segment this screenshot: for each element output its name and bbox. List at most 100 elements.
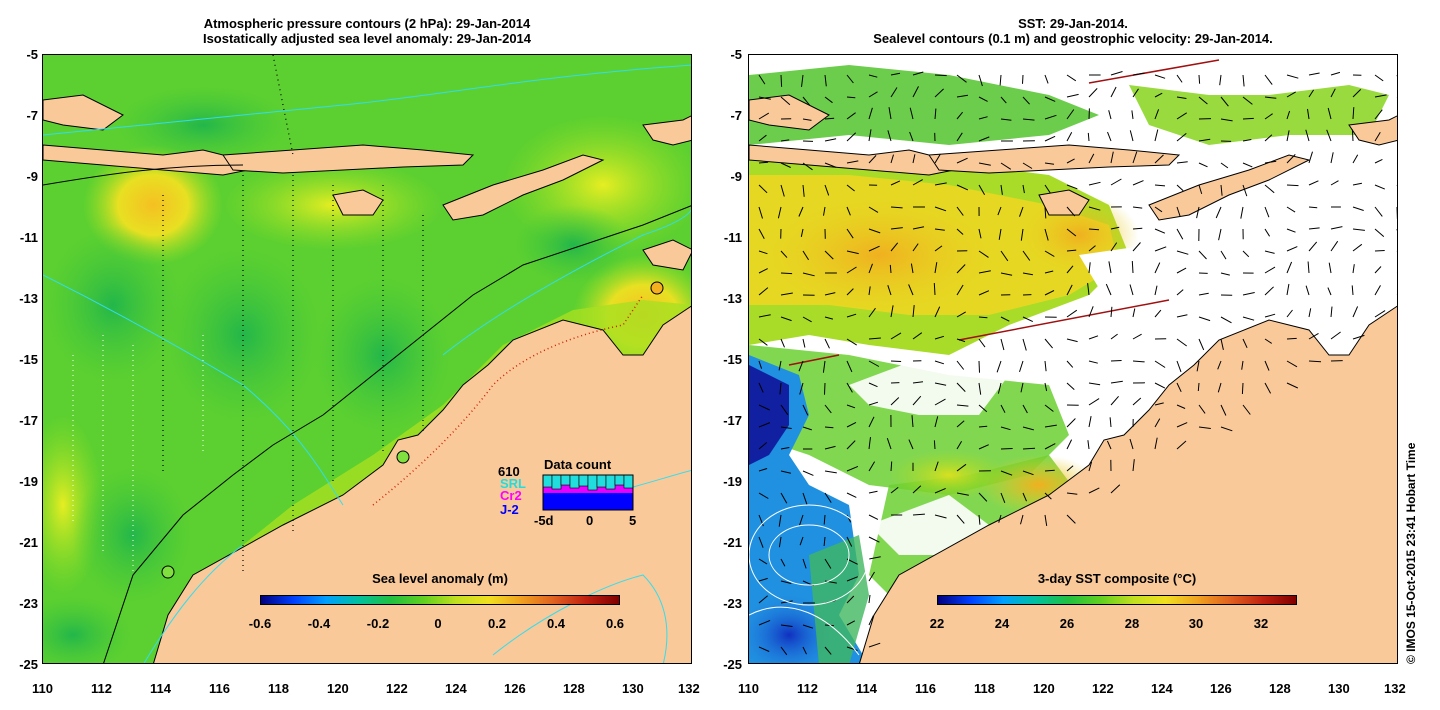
velocity-arrow [1066,514,1076,524]
velocity-arrow [1352,243,1363,252]
velocity-arrow [1240,206,1244,219]
velocity-arrow [887,130,892,142]
velocity-arrow [846,288,854,296]
velocity-arrow [846,646,858,651]
right-xtick: 114 [856,681,877,696]
velocity-arrow [1264,134,1273,142]
velocity-arrow [1264,382,1272,394]
velocity-arrow [799,382,804,395]
velocity-arrow [1019,360,1024,373]
velocity-arrow [824,117,835,120]
velocity-arrow [912,226,925,230]
velocity-arrow [978,290,990,296]
velocity-arrow [1044,162,1055,165]
velocity-arrow [1176,422,1188,428]
velocity-arrow [956,492,969,496]
velocity-arrow [1396,118,1397,119]
velocity-arrow [978,162,991,166]
velocity-arrow [780,470,792,474]
velocity-arrow [1286,154,1296,164]
velocity-arrow [799,536,804,546]
velocity-arrow [1176,74,1183,83]
velocity-arrow [780,250,788,258]
velocity-arrow [999,74,1002,86]
velocity-arrow [1044,469,1055,472]
velocity-arrow [890,487,899,494]
velocity-arrow [908,284,914,296]
velocity-arrow [1286,309,1293,318]
velocity-arrow [890,72,901,76]
velocity-arrow [890,87,898,98]
velocity-arrow [1129,438,1134,450]
velocity-arrow [1242,292,1255,296]
velocity-arrow [890,305,894,318]
velocity-arrow [1110,484,1121,494]
velocity-arrow [889,264,892,274]
velocity-arrow [1022,162,1033,169]
velocity-arrow [1264,113,1273,120]
right-xtick: 128 [1269,681,1291,696]
velocity-arrow [1044,443,1056,450]
velocity-arrow [1374,228,1385,237]
velocity-arrow [1131,110,1134,120]
velocity-arrow [1264,360,1270,371]
velocity-arrow [1396,75,1397,77]
velocity-arrow [824,138,837,142]
velocity-arrow [1396,229,1397,232]
velocity-arrow [997,206,1002,216]
velocity-arrow [868,642,881,648]
velocity-arrow [802,338,806,348]
velocity-arrow [1308,72,1320,76]
velocity-arrow [1198,338,1205,351]
left-cbar-tick-4: 0 [434,616,442,631]
velocity-arrow [886,437,892,450]
velocity-arrow [1154,402,1164,406]
data-count-inset [542,474,634,511]
velocity-arrow [1154,437,1158,450]
right-ytick: -25 [723,657,742,672]
velocity-arrow [978,96,988,102]
velocity-arrow [1088,245,1096,252]
velocity-arrow [1308,360,1322,363]
velocity-arrow [1066,265,1074,274]
velocity-arrow [1242,74,1245,87]
velocity-arrow [1000,404,1006,413]
velocity-arrow [1110,380,1123,384]
velocity-arrow [934,245,943,252]
velocity-arrow [1044,74,1049,84]
velocity-arrow [1307,261,1310,274]
velocity-arrow [934,74,947,77]
velocity-arrow [998,228,1002,240]
velocity-arrow [1396,163,1397,164]
velocity-arrow [998,514,1002,523]
velocity-arrow [912,154,916,164]
velocity-arrow [1154,129,1159,142]
velocity-arrow [1242,139,1252,142]
velocity-arrow [1154,206,1163,213]
velocity-arrow [868,245,880,252]
velocity-arrow [933,440,936,450]
velocity-arrow [1328,262,1332,274]
velocity-arrow [780,184,785,197]
velocity-arrow [1220,338,1224,351]
velocity-arrow [1066,360,1074,368]
velocity-arrow [909,107,914,120]
velocity-arrow [1374,285,1381,296]
velocity-arrow [824,580,837,584]
velocity-arrow [758,514,764,527]
velocity-arrow [1330,306,1333,318]
velocity-arrow [1044,250,1055,257]
velocity-arrow [1088,88,1098,98]
velocity-arrow [1198,96,1208,105]
velocity-arrow [890,154,894,164]
velocity-arrow [934,382,947,386]
velocity-arrow [1088,416,1092,428]
velocity-arrow [1154,109,1160,120]
velocity-arrow [1196,206,1200,219]
velocity-arrow [1129,130,1134,142]
right-cbar-tick-3: 26 [1059,616,1075,631]
velocity-arrow [758,338,768,346]
velocity-arrow [1088,181,1101,186]
velocity-arrow [1066,228,1077,237]
velocity-arrow [1286,91,1296,98]
